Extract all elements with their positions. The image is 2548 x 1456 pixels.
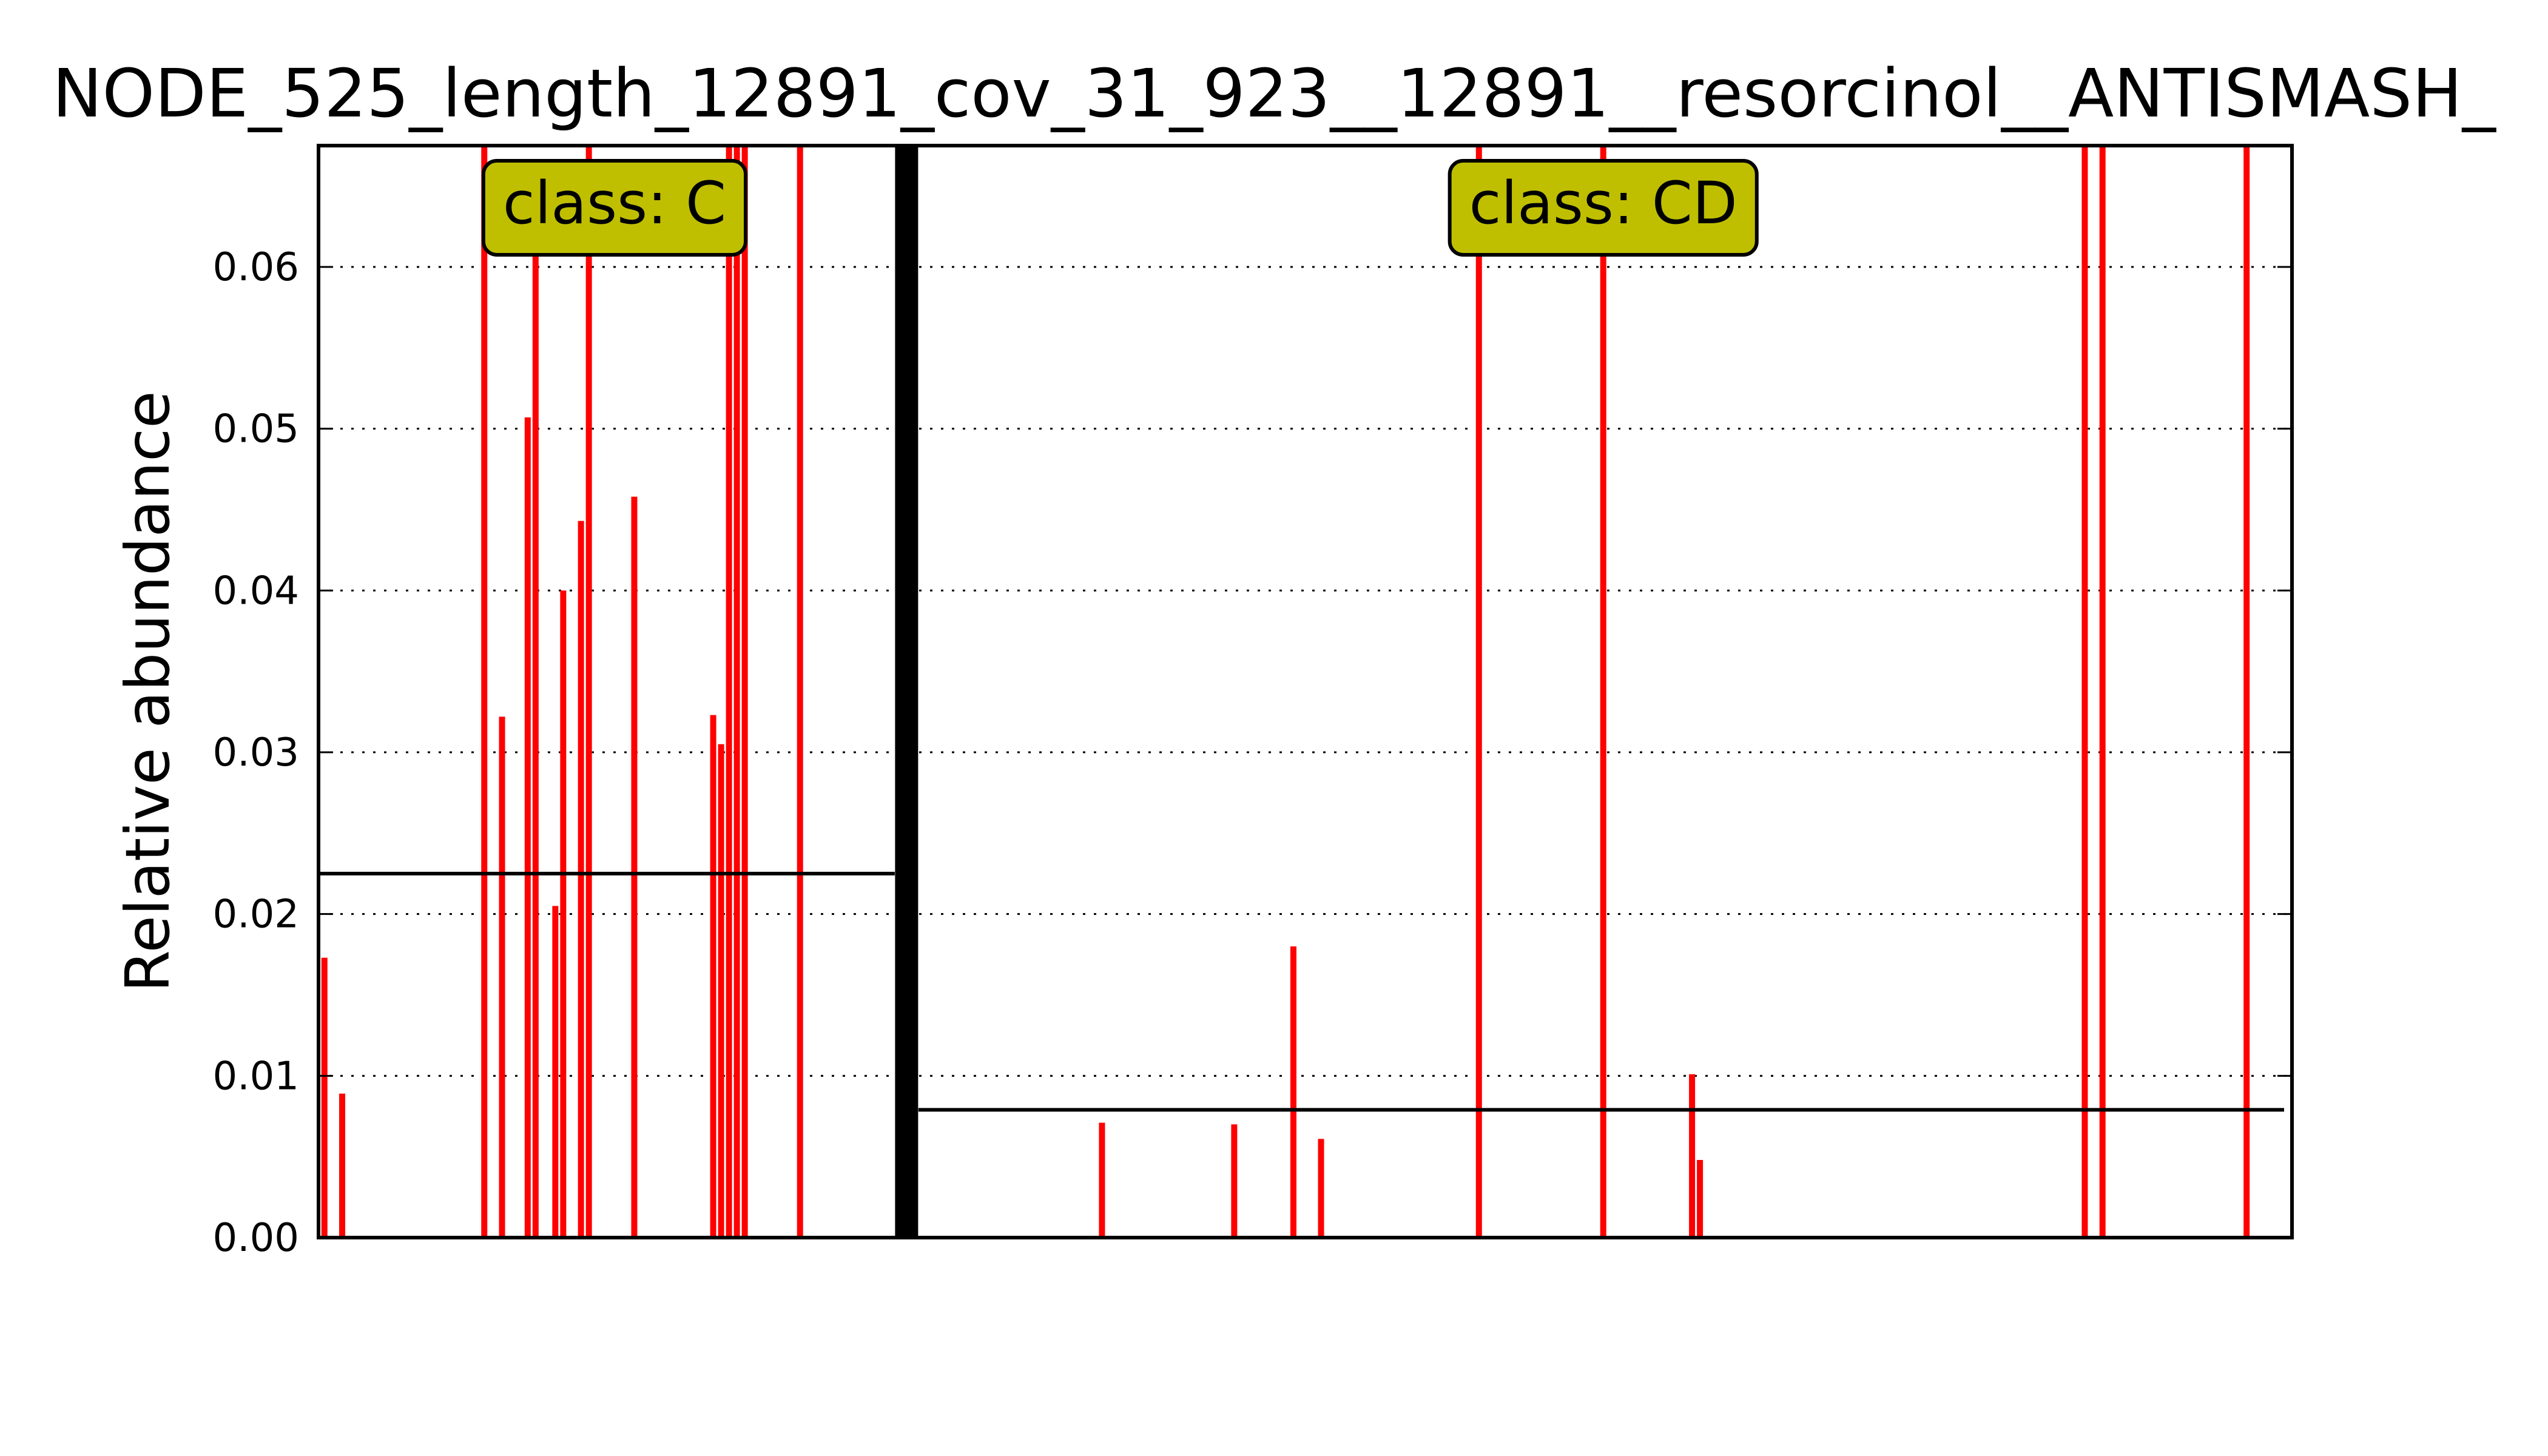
bar (532, 251, 539, 1238)
bar (481, 146, 488, 1238)
class-label-background (1448, 159, 1759, 257)
bar (710, 715, 716, 1238)
bar (2099, 146, 2106, 1238)
bar (718, 744, 724, 1238)
bar (2243, 146, 2250, 1238)
bar (2081, 146, 2088, 1238)
class-divider-bar (895, 146, 918, 1238)
bar (1290, 946, 1296, 1238)
bar (552, 906, 559, 1238)
chart-title: NODE_525_length_12891_cov_31_923__12891_… (52, 55, 2497, 132)
bar (321, 957, 328, 1238)
y-tick-label: 0.03 (213, 730, 300, 775)
bar (1697, 1160, 1704, 1238)
bar (1099, 1122, 1105, 1238)
y-tick-label: 0.02 (213, 892, 300, 937)
class-label-text: class: C (503, 169, 726, 237)
y-tick-label: 0.01 (213, 1054, 300, 1099)
class-labels: class: C class: CD (481, 159, 1759, 257)
bar (1689, 1074, 1696, 1238)
class-divider (895, 146, 918, 1238)
bar (524, 417, 531, 1238)
bar (1231, 1124, 1238, 1238)
bar (726, 146, 732, 1238)
bar (585, 146, 592, 1238)
bar (1600, 146, 1606, 1238)
class-label-text: class: CD (1469, 169, 1737, 237)
y-axis-label: Relative abundance (112, 391, 183, 992)
bars (321, 146, 2250, 1238)
y-tick-label: 0.05 (213, 407, 300, 452)
class-label-box: class: CD (1448, 159, 1759, 257)
bar (339, 1093, 346, 1238)
bar (631, 496, 638, 1238)
y-ticks: 0.00 0.01 0.02 0.03 0.04 0.05 0.06 (213, 245, 2292, 1261)
mean-lines (318, 872, 2284, 1112)
class-label-box: class: C (481, 159, 748, 257)
y-tick-label: 0.00 (213, 1216, 300, 1261)
bar (797, 146, 803, 1238)
bar (733, 146, 740, 1238)
bar (741, 146, 748, 1238)
bar (499, 716, 505, 1238)
bar (1475, 146, 1482, 1238)
plot-frame (317, 144, 2294, 1239)
bar (1318, 1139, 1324, 1238)
gridlines (318, 266, 2292, 1077)
class-label-background (481, 159, 748, 257)
y-tick-label: 0.06 (213, 245, 300, 290)
bar (578, 521, 584, 1238)
y-tick-label: 0.04 (213, 568, 300, 613)
bar (560, 590, 567, 1238)
